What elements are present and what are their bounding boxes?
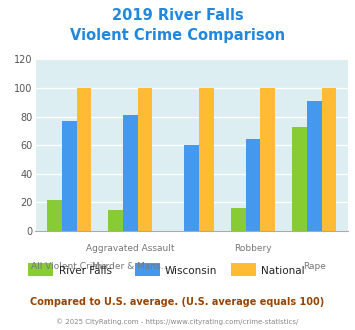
Text: Violent Crime Comparison: Violent Crime Comparison <box>70 28 285 43</box>
Text: Murder & Mans...: Murder & Mans... <box>92 262 169 271</box>
Bar <box>292 127 307 231</box>
Bar <box>231 208 246 231</box>
Text: © 2025 CityRating.com - https://www.cityrating.com/crime-statistics/: © 2025 CityRating.com - https://www.city… <box>56 318 299 325</box>
Text: All Violent Crime: All Violent Crime <box>31 262 107 271</box>
Bar <box>322 88 336 231</box>
Text: Robbery: Robbery <box>234 244 272 253</box>
Bar <box>62 121 77 231</box>
Bar <box>47 200 62 231</box>
Bar <box>184 145 199 231</box>
Text: Rape: Rape <box>303 262 326 271</box>
Bar <box>307 101 322 231</box>
Bar <box>138 88 153 231</box>
Text: Compared to U.S. average. (U.S. average equals 100): Compared to U.S. average. (U.S. average … <box>31 297 324 307</box>
Text: River Falls: River Falls <box>59 266 111 276</box>
Bar <box>123 115 138 231</box>
Bar <box>77 88 91 231</box>
Bar <box>199 88 214 231</box>
Bar <box>108 210 123 231</box>
Bar <box>260 88 275 231</box>
Text: 2019 River Falls: 2019 River Falls <box>111 8 244 23</box>
Text: Wisconsin: Wisconsin <box>165 266 218 276</box>
Text: Aggravated Assault: Aggravated Assault <box>86 244 175 253</box>
Text: National: National <box>261 266 305 276</box>
Bar <box>246 140 260 231</box>
